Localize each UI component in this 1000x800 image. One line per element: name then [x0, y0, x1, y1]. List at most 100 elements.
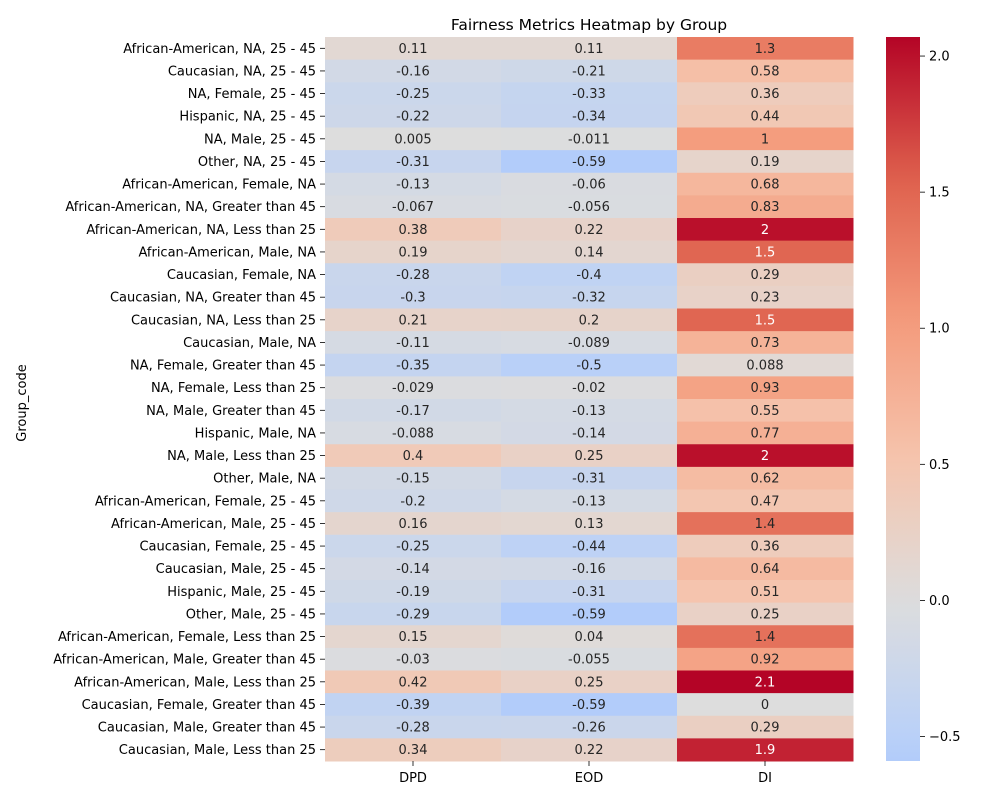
- heatmap-cell: [677, 37, 854, 61]
- heatmap-cell: [677, 580, 854, 604]
- heatmap-cell: [501, 172, 678, 196]
- heatmap-cell: [501, 104, 678, 128]
- heatmap-cell: [501, 150, 678, 174]
- cell-value-label: 0.55: [751, 404, 780, 419]
- heatmap-cell: [677, 59, 854, 83]
- cell-value-label: 0.22: [575, 223, 604, 238]
- heatmap-cell: [325, 82, 502, 106]
- cell-value-label: -0.03: [396, 653, 430, 668]
- heatmap-cell: [677, 150, 854, 174]
- row-tick-label: African-American, Male, Greater than 45: [53, 653, 316, 668]
- cell-value-label: 0.51: [751, 585, 780, 600]
- column-tick-label: DI: [758, 771, 772, 786]
- cell-value-label: 0.19: [751, 155, 780, 170]
- cell-value-label: -0.055: [568, 653, 610, 668]
- column-tick-labels: DPD EOD DI: [399, 761, 772, 786]
- row-tick-label: Caucasian, NA, Greater than 45: [110, 291, 316, 306]
- cell-value-label: -0.25: [396, 87, 430, 102]
- row-tick-label: Caucasian, Female, 25 - 45: [139, 540, 316, 555]
- row-tick-label: Hispanic, Male, 25 - 45: [167, 585, 316, 600]
- cell-value-label: -0.067: [392, 200, 434, 215]
- heatmap-cell: [501, 331, 678, 355]
- heatmap-cell: [677, 647, 854, 671]
- cell-value-label: -0.59: [572, 607, 606, 622]
- heatmap-cell: [501, 466, 678, 490]
- row-tick-label: Caucasian, Male, Less than 25: [119, 743, 316, 758]
- heatmap-cell: [677, 308, 854, 332]
- heatmap-cell: [325, 59, 502, 83]
- cell-value-label: -0.35: [396, 359, 430, 374]
- cell-value-label: -0.25: [396, 540, 430, 555]
- heatmap-cell: [325, 285, 502, 309]
- heatmap-cell: [677, 738, 854, 762]
- row-tick-label: Caucasian, Male, 25 - 45: [156, 562, 316, 577]
- cell-value-label: 1.4: [755, 630, 776, 645]
- cell-value-label: 0.04: [575, 630, 604, 645]
- cell-value-label: 0.2: [579, 313, 600, 328]
- cell-value-label: 0: [761, 698, 769, 713]
- row-tick-label: African-American, NA, 25 - 45: [123, 42, 316, 57]
- cell-value-label: -0.39: [396, 698, 430, 713]
- heatmap-cell: [501, 715, 678, 739]
- colorbar-ticks: −0.5 0.0 0.5 1.0 1.5 2.0: [920, 50, 961, 745]
- cell-value-label: 1.5: [755, 313, 776, 328]
- cell-value-label: -0.029: [392, 381, 434, 396]
- colorbar-tick-label: 1.5: [929, 186, 950, 201]
- cell-value-label: 0.38: [399, 223, 428, 238]
- cell-value-label: 0.25: [751, 607, 780, 622]
- heatmap-cell: [677, 218, 854, 242]
- cell-value-label: 0.23: [751, 291, 780, 306]
- cell-value-label: 0.64: [751, 562, 780, 577]
- cell-value-label: 0.19: [399, 245, 428, 260]
- heatmap-cell: [501, 421, 678, 445]
- row-tick-label: Caucasian, Female, NA: [167, 268, 316, 283]
- cell-value-label: -0.088: [392, 426, 434, 441]
- heatmap-cell: [325, 489, 502, 513]
- heatmap-cell: [325, 715, 502, 739]
- chart-title: Fairness Metrics Heatmap by Group: [451, 16, 727, 34]
- heatmap-cell: [325, 399, 502, 423]
- cell-value-label: -0.15: [396, 472, 430, 487]
- heatmap-cell: [325, 557, 502, 581]
- row-tick-label: Hispanic, Male, NA: [195, 426, 316, 441]
- heatmap-cell: [325, 512, 502, 536]
- cell-value-label: -0.17: [396, 404, 430, 419]
- heatmap-cell: [677, 127, 854, 151]
- heatmap-cell: [325, 195, 502, 219]
- cell-value-label: 0.22: [575, 743, 604, 758]
- heatmap-cell: [325, 331, 502, 355]
- heatmap-cell: [325, 353, 502, 377]
- cell-value-label: 1.4: [755, 517, 776, 532]
- column-tick-label: EOD: [575, 771, 603, 786]
- cell-value-label: 0.13: [575, 517, 604, 532]
- cell-value-label: 1: [761, 132, 769, 147]
- heatmap-cell: [325, 693, 502, 717]
- cell-value-label: 1.3: [755, 42, 776, 57]
- cell-value-label: -0.59: [572, 155, 606, 170]
- colorbar-tick-label: 0.5: [929, 458, 950, 473]
- heatmap-cell: [325, 240, 502, 264]
- row-tick-label: African-American, Male, NA: [138, 245, 316, 260]
- cell-value-label: -0.26: [572, 721, 606, 736]
- row-tick-label: NA, Female, Less than 25: [151, 381, 316, 396]
- row-tick-label: Other, Male, 25 - 45: [186, 607, 316, 622]
- cell-value-label: 0.44: [751, 110, 780, 125]
- heatmap-cell: [325, 172, 502, 196]
- row-tick-label: African-American, NA, Greater than 45: [65, 200, 316, 215]
- row-tick-label: Caucasian, Male, NA: [183, 336, 316, 351]
- heatmap-cell: [325, 534, 502, 558]
- cell-value-label: 0.14: [575, 245, 604, 260]
- row-tick-label: African-American, Female, Less than 25: [58, 630, 316, 645]
- heatmap-cell: [677, 421, 854, 445]
- heatmap-cells: 0.11 0.11 1.3-0.16 -0.21 0.58-0.25 -0.33 0.36-…: [325, 37, 854, 762]
- cell-value-label: -0.33: [572, 87, 606, 102]
- heatmap-cell: [501, 534, 678, 558]
- heatmap-cell: [501, 376, 678, 400]
- cell-value-label: 2: [761, 449, 769, 464]
- heatmap-cell: [677, 625, 854, 649]
- heatmap-cell: [501, 693, 678, 717]
- y-axis-label: Group_code: [15, 364, 30, 441]
- colorbar-tick-label: −0.5: [929, 730, 961, 745]
- row-tick-label: African-American, Male, 25 - 45: [111, 517, 316, 532]
- heatmap-cell: [677, 104, 854, 128]
